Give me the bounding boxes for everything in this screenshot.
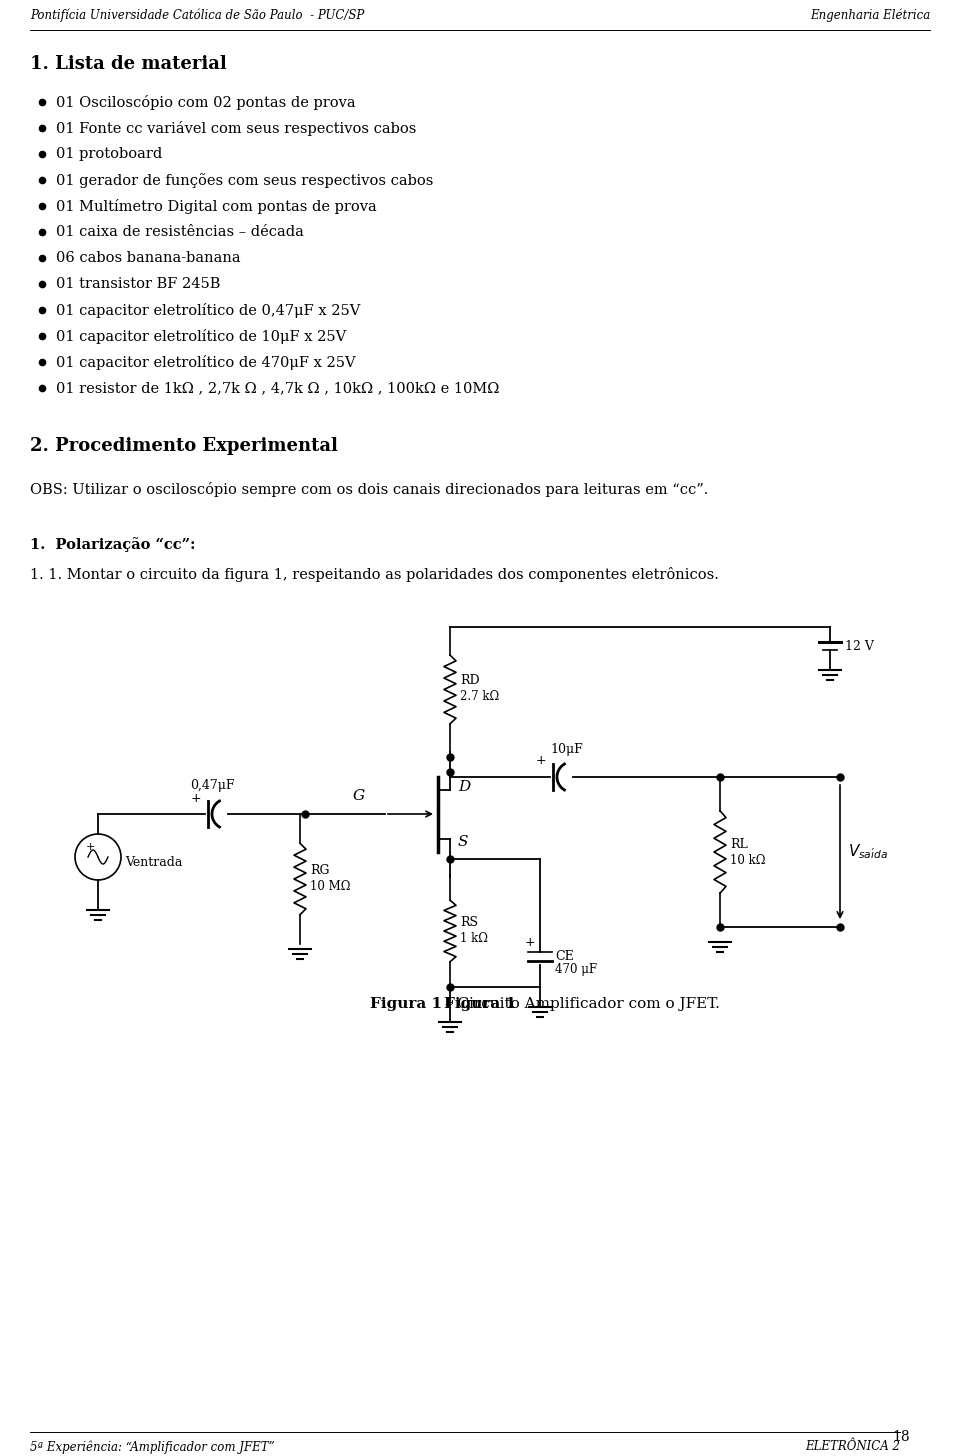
Text: S: S [458, 834, 468, 849]
Text: 01 Fonte cc variável com seus respectivos cabos: 01 Fonte cc variável com seus respectivo… [56, 121, 417, 135]
Text: +: + [191, 792, 202, 805]
Text: 2.7 kΩ: 2.7 kΩ [460, 690, 499, 703]
Text: Ventrada: Ventrada [125, 856, 182, 868]
Text: 2. Procedimento Experimental: 2. Procedimento Experimental [30, 437, 338, 454]
Text: 01 resistor de 1kΩ , 2,7k Ω , 4,7k Ω , 10kΩ , 100kΩ e 10MΩ: 01 resistor de 1kΩ , 2,7k Ω , 4,7k Ω , 1… [56, 381, 499, 395]
Text: 12 V: 12 V [845, 639, 874, 652]
Text: Engenharia Elétrica: Engenharia Elétrica [809, 7, 930, 22]
Text: +: + [85, 842, 95, 852]
Text: Figura 1 – Circuito Amplificador com o JFET.: Figura 1 – Circuito Amplificador com o J… [307, 997, 653, 1010]
Text: 10 kΩ: 10 kΩ [730, 853, 765, 866]
Text: 1 kΩ: 1 kΩ [460, 932, 488, 945]
Text: 18: 18 [893, 1430, 910, 1444]
Text: RS: RS [460, 916, 478, 929]
Text: 1.  Polarização “cc”:: 1. Polarização “cc”: [30, 537, 196, 552]
Text: 01 Multímetro Digital com pontas de prova: 01 Multímetro Digital com pontas de prov… [56, 199, 376, 214]
Text: G: G [353, 789, 365, 804]
Text: 01 capacitor eletrolítico de 470μF x 25V: 01 capacitor eletrolítico de 470μF x 25V [56, 355, 355, 370]
Text: 01 caixa de resistências – década: 01 caixa de resistências – década [56, 226, 304, 239]
Text: CE: CE [555, 951, 574, 964]
Text: +: + [536, 754, 546, 767]
Text: D: D [458, 780, 470, 794]
Text: 01 Oscilоscópio com 02 pontas de prova: 01 Oscilоscópio com 02 pontas de prova [56, 95, 355, 111]
Text: 01 capacitor eletrolítico de 10μF x 25V: 01 capacitor eletrolítico de 10μF x 25V [56, 329, 347, 344]
Text: ELETRÔNICA 2: ELETRÔNICA 2 [805, 1440, 900, 1453]
Text: 1. 1. Montar o circuito da figura 1, respeitando as polaridades dos componentes : 1. 1. Montar o circuito da figura 1, res… [30, 566, 719, 582]
Text: 470 μF: 470 μF [555, 962, 597, 976]
Text: 01 gerador de funções com seus respectivos cabos: 01 gerador de funções com seus respectiv… [56, 173, 433, 188]
Text: 01 transistor BF 245B: 01 transistor BF 245B [56, 277, 221, 291]
Text: – Circuito Amplificador com o JFET.: – Circuito Amplificador com o JFET. [440, 997, 720, 1010]
Text: RD: RD [460, 674, 480, 687]
Text: RG: RG [310, 865, 329, 878]
Text: 10μF: 10μF [550, 743, 583, 756]
Text: 01 capacitor eletrolítico de 0,47μF x 25V: 01 capacitor eletrolítico de 0,47μF x 25… [56, 303, 360, 317]
Text: 10 MΩ: 10 MΩ [310, 881, 350, 894]
Text: Pontifícia Universidade Católica de São Paulo  - PUC/SP: Pontifícia Universidade Católica de São … [30, 7, 364, 22]
Text: +: + [524, 936, 535, 948]
Text: Figura 1: Figura 1 [370, 997, 443, 1010]
Text: 01 protoboard: 01 protoboard [56, 147, 162, 162]
Text: 5ª Experiência: “Amplificador com JFET”: 5ª Experiência: “Amplificador com JFET” [30, 1440, 275, 1453]
Text: Figura 1: Figura 1 [444, 997, 516, 1010]
Text: RL: RL [730, 837, 748, 850]
Text: 1. Lista de material: 1. Lista de material [30, 55, 227, 73]
Text: $V_{sa\acute{\i}da}$: $V_{sa\acute{\i}da}$ [848, 843, 888, 862]
Text: 0,47μF: 0,47μF [190, 779, 234, 792]
Text: 06 cabos banana-banana: 06 cabos banana-banana [56, 250, 241, 265]
Text: OBS: Utilizar o oscilоscópio sempre com os dois canais direcionados para leitura: OBS: Utilizar o oscilоscópio sempre com … [30, 482, 708, 496]
